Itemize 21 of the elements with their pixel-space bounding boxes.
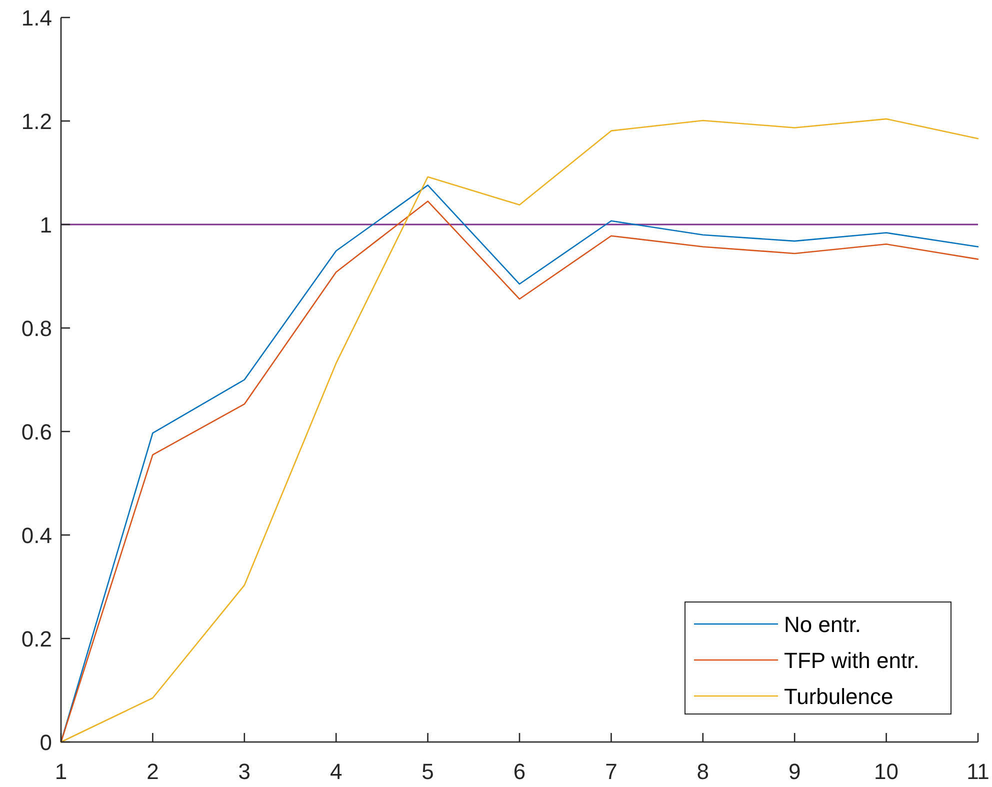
y-tick-label: 0.8 bbox=[21, 316, 52, 341]
y-tick-label: 1.2 bbox=[21, 109, 52, 134]
x-tick-label: 9 bbox=[788, 759, 801, 784]
y-tick-label: 0.6 bbox=[21, 420, 52, 444]
x-tick-label: 10 bbox=[874, 759, 899, 784]
legend-label: TFP with entr. bbox=[784, 648, 920, 673]
x-tick-label: 2 bbox=[146, 759, 159, 784]
x-tick-label: 11 bbox=[966, 759, 990, 784]
x-tick-label: 6 bbox=[513, 759, 526, 784]
x-tick-label: 8 bbox=[696, 759, 710, 784]
y-tick-label: 1 bbox=[40, 212, 52, 238]
x-tick-label: 3 bbox=[238, 759, 251, 784]
y-tick-label: 0 bbox=[40, 730, 52, 755]
x-tick-label: 5 bbox=[422, 759, 434, 784]
y-tick-label: 0.2 bbox=[21, 626, 52, 652]
legend-label: No entr. bbox=[784, 612, 862, 637]
x-tick-label: 7 bbox=[605, 759, 618, 784]
legend-label: Turbulence bbox=[784, 684, 894, 709]
x-tick-label: 4 bbox=[330, 759, 342, 784]
y-tick-label: 0.4 bbox=[21, 523, 52, 548]
y-tick-label: 1.4 bbox=[21, 6, 52, 30]
